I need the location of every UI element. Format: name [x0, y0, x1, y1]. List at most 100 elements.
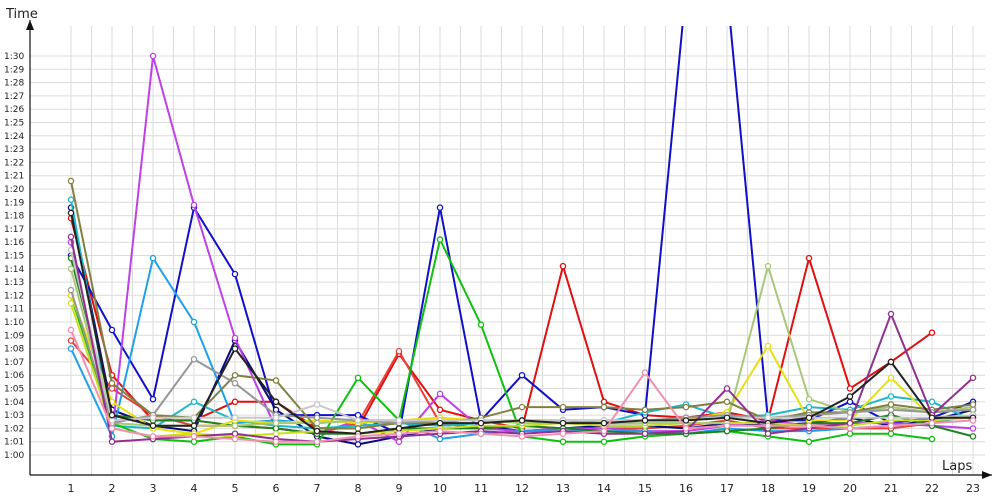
data-point: [723, 427, 731, 435]
data-point: [190, 398, 198, 406]
data-point: [887, 406, 895, 414]
data-point: [231, 379, 239, 387]
data-point: [108, 385, 116, 392]
data-point: [313, 414, 321, 422]
data-point: [805, 414, 813, 422]
x-tick-label: 22: [925, 482, 939, 495]
data-point: [190, 414, 198, 422]
x-tick-label: 4: [191, 482, 198, 495]
y-axis-title: Time: [5, 7, 38, 22]
data-point: [108, 438, 116, 445]
grid: [30, 26, 985, 475]
data-point: [108, 425, 116, 432]
x-axis-title: Laps: [942, 459, 972, 474]
data-point: [231, 371, 239, 379]
y-tick-label: 1:14: [4, 265, 24, 275]
data-point: [600, 403, 608, 411]
data-point: [272, 406, 280, 414]
data-point: [518, 403, 526, 411]
data-point: [846, 419, 854, 427]
data-point: [641, 417, 649, 424]
data-point: [682, 425, 690, 432]
y-tick-label: 1:22: [4, 158, 24, 168]
data-point: [887, 414, 895, 422]
data-point: [805, 254, 813, 262]
data-point: [559, 419, 567, 427]
data-point: [600, 427, 608, 435]
x-tick-label: 8: [355, 482, 362, 495]
data-point: [477, 430, 485, 437]
data-point: [723, 385, 731, 392]
data-point: [600, 419, 608, 427]
x-tick-label: 19: [802, 482, 816, 495]
y-tick-label: 1:01: [4, 438, 24, 448]
data-point: [928, 398, 936, 406]
data-point: [395, 348, 403, 355]
data-point: [641, 369, 649, 376]
data-point: [108, 326, 116, 334]
data-point: [723, 414, 731, 422]
x-tick-label: 9: [396, 482, 403, 495]
y-tick-labels: 1:00 1:01 1:02 1:03 1:04 1:05 1:06 1:07 1:08 1:09…: [4, 52, 24, 461]
y-tick-label: 1:07: [4, 358, 24, 368]
x-tick-label: 21: [884, 482, 898, 495]
data-point: [231, 435, 239, 443]
data-point: [436, 236, 444, 243]
data-point: [354, 425, 362, 432]
data-point: [108, 411, 116, 419]
data-point: [600, 438, 608, 445]
x-axis-arrow: [982, 471, 992, 479]
axes: [26, 20, 992, 479]
data-point: [436, 204, 444, 211]
data-point: [149, 254, 157, 262]
data-point: [354, 417, 362, 424]
x-tick-label: 3: [150, 482, 157, 495]
y-tick-label: 1:16: [4, 238, 24, 248]
data-point: [887, 393, 895, 400]
data-point: [723, 422, 731, 429]
data-point: [764, 262, 772, 270]
data-point: [149, 433, 157, 440]
data-point: [67, 326, 75, 334]
y-tick-label: 1:04: [4, 398, 24, 408]
data-point: [190, 318, 198, 326]
data-point: [190, 438, 198, 445]
data-point: [805, 395, 813, 403]
data-point: [559, 262, 567, 270]
x-tick-label: 20: [843, 482, 857, 495]
data-point: [190, 201, 198, 209]
y-tick-label: 1:26: [4, 105, 24, 115]
y-tick-label: 1:10: [4, 318, 24, 328]
data-point: [805, 403, 813, 411]
y-tick-label: 1:06: [4, 371, 24, 381]
data-point: [190, 433, 198, 440]
data-point: [231, 414, 239, 422]
data-point: [354, 433, 362, 440]
data-point: [272, 425, 280, 432]
data-point: [887, 401, 895, 408]
data-point: [436, 427, 444, 435]
data-point: [928, 419, 936, 427]
data-point: [887, 430, 895, 437]
data-point: [395, 438, 403, 445]
data-point: [805, 438, 813, 445]
data-point: [436, 406, 444, 414]
y-tick-label: 1:27: [4, 92, 24, 102]
data-point: [764, 430, 772, 437]
data-point: [969, 425, 977, 432]
data-point: [272, 377, 280, 384]
x-tick-label: 5: [232, 482, 239, 495]
y-tick-label: 1:17: [4, 225, 24, 235]
data-point: [108, 379, 116, 387]
data-point: [559, 438, 567, 445]
data-point: [231, 430, 239, 437]
data-point: [67, 337, 75, 344]
x-tick-label: 23: [966, 482, 980, 495]
data-point: [969, 433, 977, 440]
data-point: [395, 430, 403, 437]
data-point: [518, 417, 526, 424]
data-point: [67, 265, 75, 273]
data-point: [190, 422, 198, 429]
x-tick-label: 13: [556, 482, 570, 495]
